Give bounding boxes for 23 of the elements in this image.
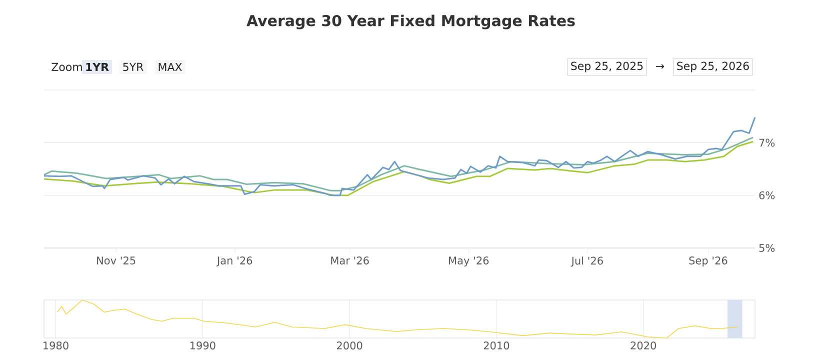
text: Sep 25, 2025 [571,62,643,72]
x-tick-label: 2020 [630,342,656,350]
y-tick-label: 6% [759,191,775,200]
text: 5YR [123,62,144,72]
x-tick-label: Nov '25 [97,256,136,264]
x-tick-label: 2010 [484,342,510,350]
x-tick-label: 1980 [44,342,68,350]
text: Zoom [52,62,82,72]
chart-title: Average 30 Year Fixed Mortgage Rates [246,14,575,30]
x-tick-label: May '26 [449,256,489,266]
x-tick-label: 1990 [190,342,216,350]
y-tick-label: 7% [759,138,775,147]
x-tick-label: Sep '26 [689,256,728,266]
line-series [43,116,756,196]
y-tick-label: 5% [759,244,775,252]
x-tick-label: Mar '26 [331,256,369,264]
x-tick-label: Jan '26 [216,256,252,266]
text: 1YR [86,62,109,72]
text: → [656,64,664,69]
x-tick-label: 2000 [336,342,362,350]
text: Sep 25, 2026 [677,62,749,72]
x-tick-label: Jul '26 [570,256,603,267]
text: MAX [158,62,182,72]
